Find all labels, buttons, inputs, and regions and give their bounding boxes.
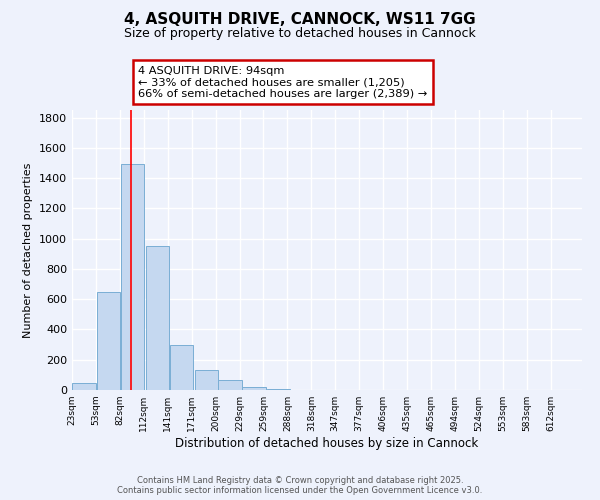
X-axis label: Distribution of detached houses by size in Cannock: Distribution of detached houses by size … [175,437,479,450]
Bar [170,346,193,390]
Bar [121,164,144,390]
Text: Contains HM Land Registry data © Crown copyright and database right 2025.
Contai: Contains HM Land Registry data © Crown c… [118,476,482,495]
Bar [194,370,218,390]
Text: Size of property relative to detached houses in Cannock: Size of property relative to detached ho… [124,28,476,40]
Text: 4 ASQUITH DRIVE: 94sqm
← 33% of detached houses are smaller (1,205)
66% of semi-: 4 ASQUITH DRIVE: 94sqm ← 33% of detached… [139,66,428,99]
Bar [242,387,266,390]
Bar [73,383,95,390]
Bar [218,380,242,390]
Bar [97,292,120,390]
Y-axis label: Number of detached properties: Number of detached properties [23,162,34,338]
Bar [146,246,169,390]
Bar [267,389,290,390]
Text: 4, ASQUITH DRIVE, CANNOCK, WS11 7GG: 4, ASQUITH DRIVE, CANNOCK, WS11 7GG [124,12,476,28]
